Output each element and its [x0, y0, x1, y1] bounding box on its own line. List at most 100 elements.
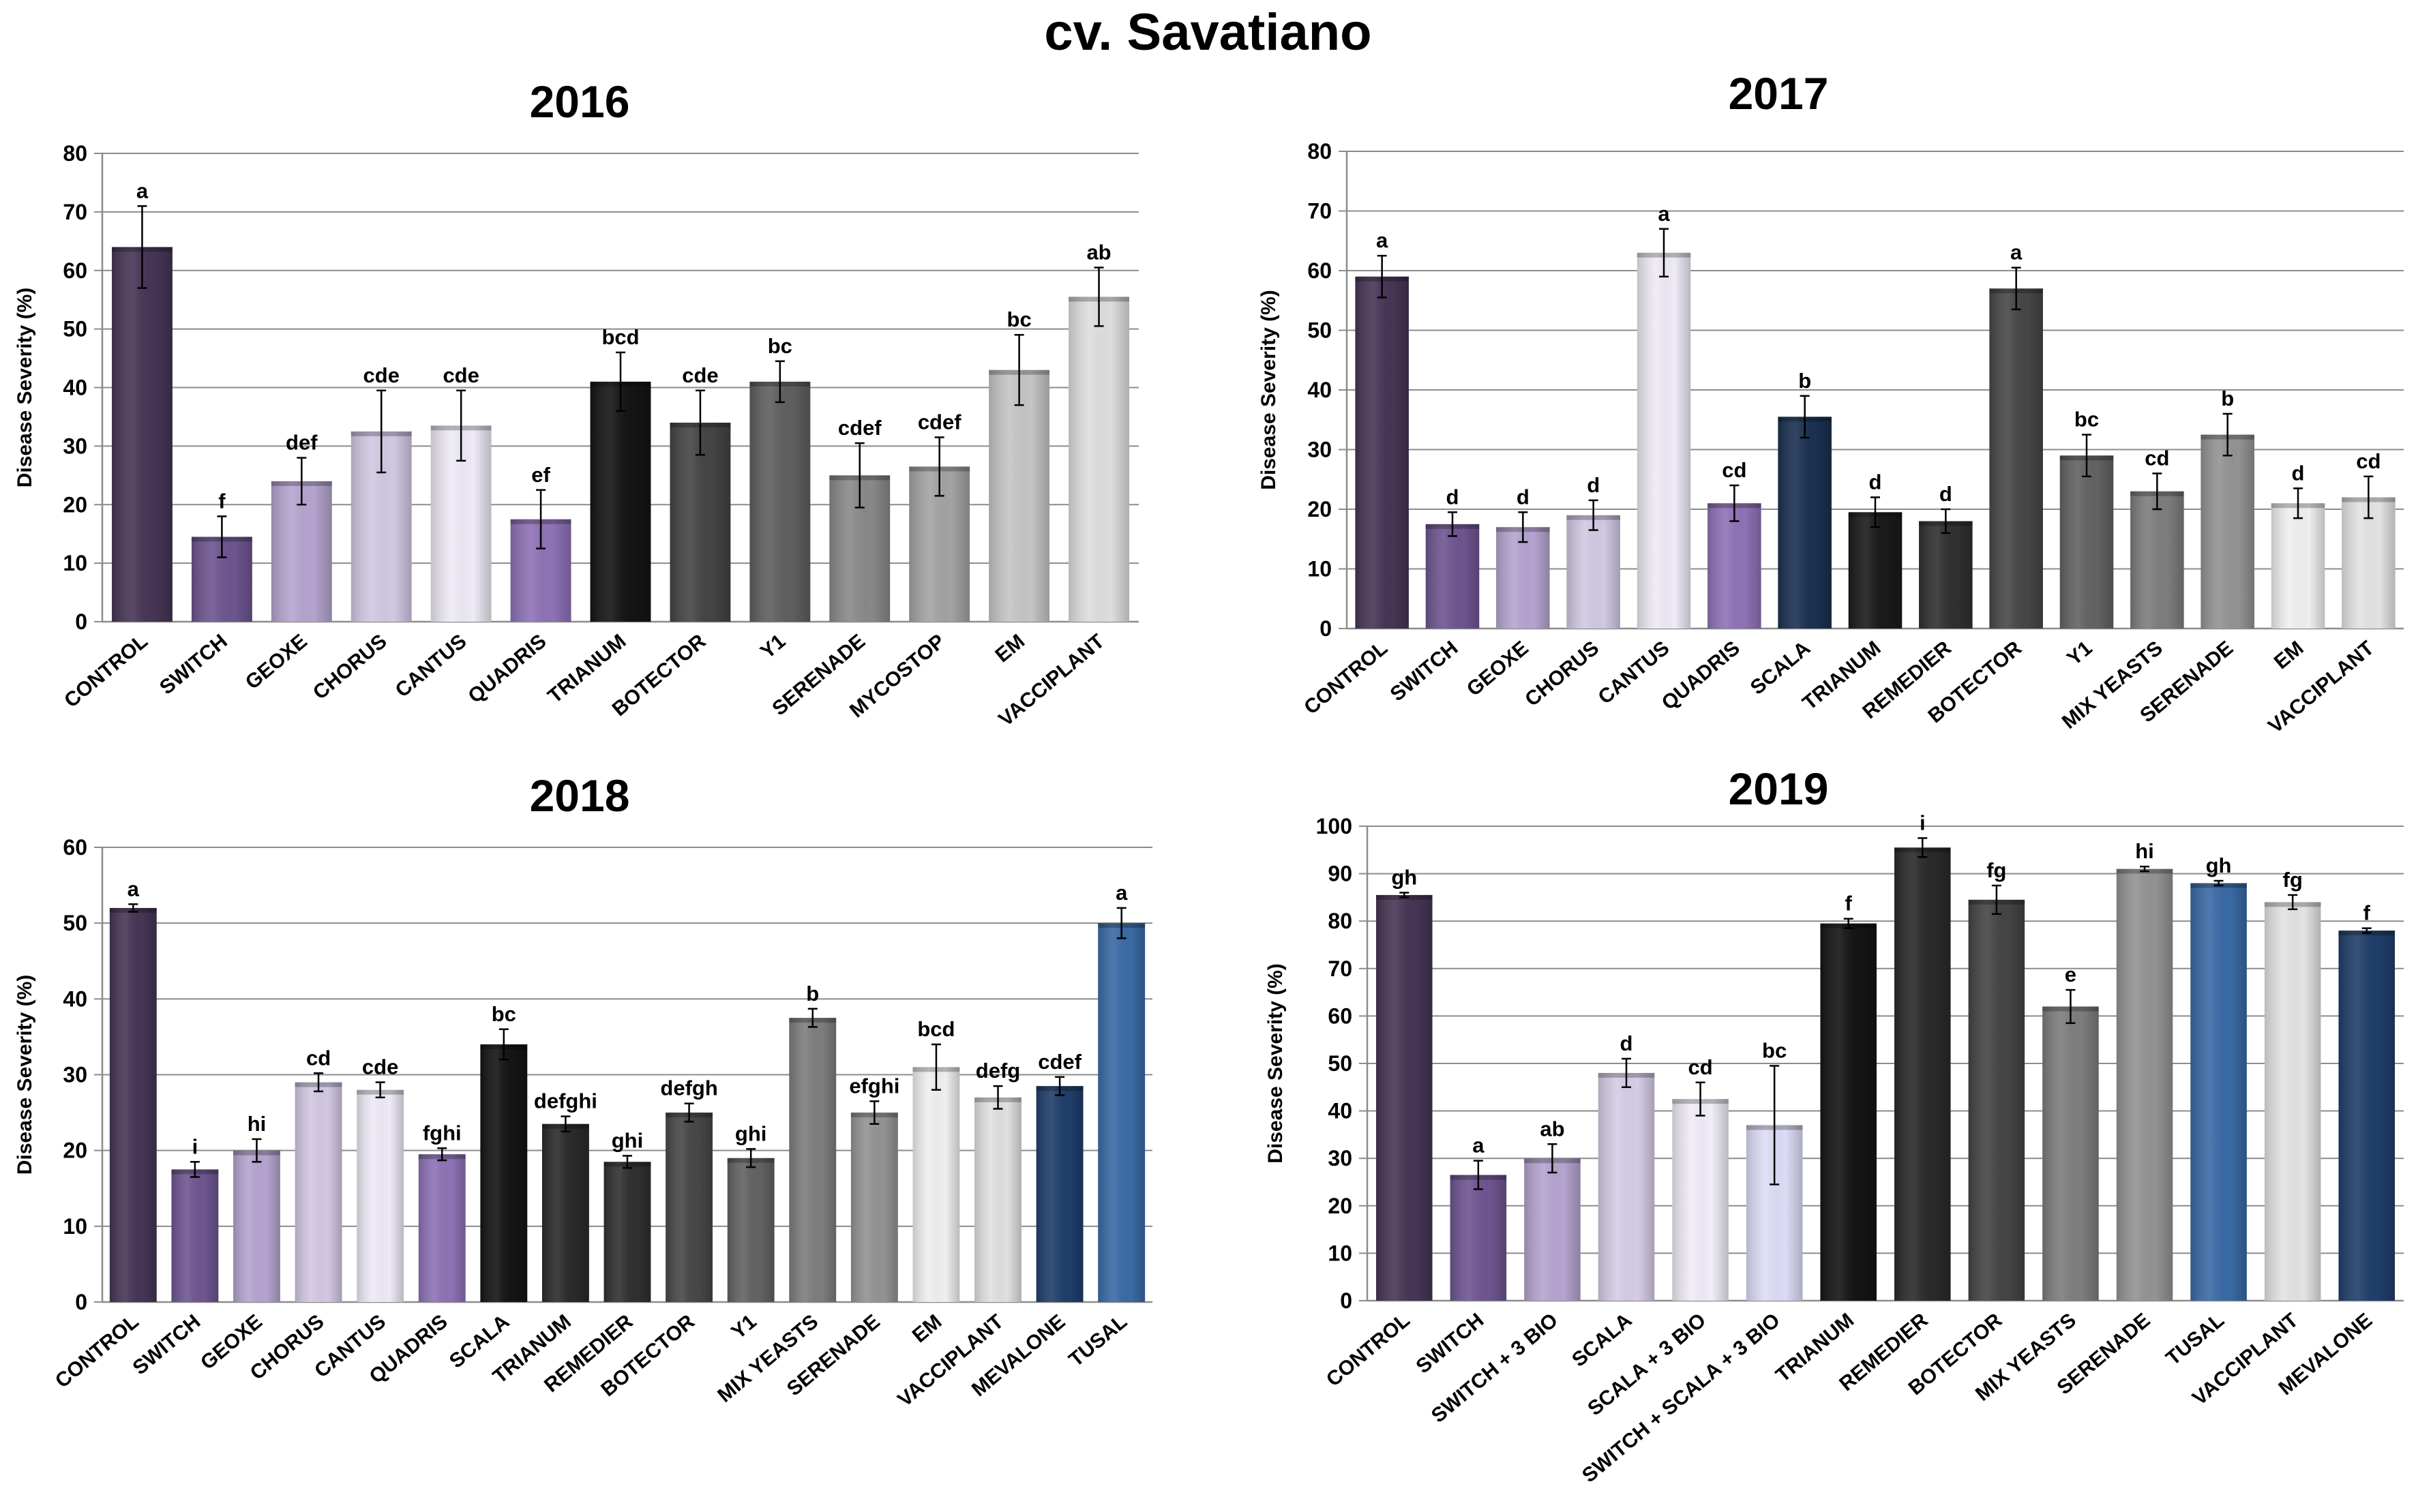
y-axis-label: Disease Severity (%) [1257, 290, 1280, 490]
significance-letter: ab [1086, 240, 1111, 264]
significance-letter: a [1658, 202, 1670, 226]
y-tick-label: 0 [1340, 1288, 1352, 1313]
y-tick-label: 20 [1307, 497, 1332, 521]
significance-letter: bc [2074, 408, 2099, 432]
bar-shading [974, 1097, 1021, 1302]
bar-shading [418, 1154, 466, 1302]
significance-letter: d [1869, 470, 1882, 494]
chart-title: 2016 [530, 76, 630, 127]
bar-shading [1672, 1099, 1729, 1301]
significance-letter: i [192, 1134, 198, 1158]
bar-shading [789, 1018, 837, 1302]
significance-letter: ghi [735, 1121, 767, 1145]
chart-2018: 2018 0 10 20 30 40 50 60 Disease Severity (%) a CO… [14, 770, 1152, 1411]
bar-shading [590, 381, 651, 622]
significance-letter: cdef [1038, 1050, 1082, 1074]
bar-shading [2338, 931, 2395, 1301]
significance-letter: a [1116, 881, 1128, 905]
bar-shading [1637, 252, 1691, 629]
significance-letter: cde [443, 363, 479, 387]
y-tick-label: 60 [63, 258, 87, 283]
x-tick-label: EM [2270, 637, 2308, 674]
y-tick-label: 70 [1328, 956, 1352, 981]
bar-shading [1036, 1086, 1084, 1302]
y-axis-label: Disease Severity (%) [14, 975, 36, 1175]
bar-shading [295, 1082, 342, 1302]
x-tick-label: CONTROL [1322, 1309, 1414, 1391]
bar-shading [727, 1158, 775, 1302]
significance-letter: gh [2206, 853, 2232, 877]
x-tick-label: CHORUS [1521, 637, 1603, 711]
bar-shading [1778, 417, 1832, 629]
significance-letter: a [128, 877, 140, 901]
significance-letter: cde [682, 363, 718, 387]
bar-shading [480, 1044, 528, 1302]
y-tick-label: 0 [1319, 616, 1332, 641]
x-tick-label: SWITCH [155, 630, 232, 699]
bar-shading [989, 369, 1050, 622]
bar-shading [1566, 515, 1620, 629]
significance-letter: a [1376, 228, 1388, 252]
y-tick-label: 70 [1307, 199, 1332, 224]
y-tick-label: 20 [63, 1138, 87, 1163]
y-tick-label: 0 [75, 609, 87, 634]
bar-shading [1894, 847, 1951, 1301]
significance-letter: cd [1722, 458, 1746, 482]
bar-shading [1968, 899, 2025, 1301]
significance-letter: defg [976, 1059, 1020, 1083]
x-tick-label: SWITCH + 3 BIO [1427, 1309, 1562, 1427]
chart-2016: 2016 0 10 20 30 40 50 60 70 80 Disease Severity (%… [14, 76, 1139, 731]
y-tick-label: 40 [1328, 1099, 1352, 1123]
x-tick-label: SWITCH [129, 1310, 205, 1379]
significance-letter: b [2221, 387, 2234, 410]
significance-letter: d [1939, 482, 1952, 506]
y-tick-label: 40 [63, 986, 87, 1011]
significance-letter: bc [1762, 1038, 1787, 1062]
significance-letter: i [1920, 811, 1926, 834]
significance-letter: cdef [838, 416, 882, 440]
significance-letter: fg [2283, 868, 2303, 892]
y-tick-label: 60 [63, 835, 87, 860]
significance-letter: cd [2145, 447, 2169, 470]
y-axis-label: Disease Severity (%) [14, 288, 36, 488]
bar-shading [1098, 923, 1146, 1302]
significance-letter: cd [2356, 449, 2381, 473]
bar-shading [1919, 521, 1973, 629]
significance-letter: d [2292, 461, 2305, 485]
significance-letter: ab [1540, 1117, 1564, 1140]
x-tick-label: CONTROL [51, 1310, 143, 1393]
x-tick-label: SWITCH [1386, 637, 1463, 706]
significance-letter: d [1587, 473, 1600, 497]
bar-shading [1496, 527, 1550, 629]
bar-shading [1848, 512, 1903, 629]
x-tick-label: CONTROL [1300, 637, 1392, 719]
significance-letter: hi [248, 1112, 267, 1136]
figure-title: cv. Savatiano [1044, 3, 1372, 61]
y-tick-label: 60 [1328, 1003, 1352, 1028]
bar-shading [1820, 923, 1877, 1301]
x-tick-label: CONTROL [60, 630, 152, 712]
x-tick-label: Y1 [756, 630, 790, 663]
significance-letter: ghi [612, 1128, 644, 1152]
y-tick-label: 20 [1328, 1194, 1352, 1218]
x-tick-label: TUSAL [1064, 1310, 1131, 1372]
y-tick-label: 40 [63, 376, 87, 400]
significance-letter: cd [306, 1046, 331, 1070]
significance-letter: b [806, 982, 819, 1006]
y-tick-label: 90 [1328, 862, 1352, 886]
y-tick-label: 70 [63, 200, 87, 224]
bar-shading [2116, 868, 2173, 1301]
bar-shading [2042, 1006, 2099, 1301]
significance-letter: f [2363, 901, 2371, 925]
y-tick-label: 10 [63, 1214, 87, 1239]
significance-letter: a [2010, 241, 2023, 264]
y-tick-label: 100 [1316, 814, 1352, 838]
bar-shading [603, 1162, 651, 1302]
significance-letter: d [1620, 1031, 1633, 1055]
x-tick-label: GEOXE [1463, 637, 1533, 701]
significance-letter: bc [492, 1002, 516, 1026]
chart-title: 2017 [1729, 68, 1829, 119]
y-tick-label: 30 [63, 1063, 87, 1087]
bar-shading [2342, 497, 2396, 629]
x-tick-label: SCALA [1568, 1309, 1636, 1372]
